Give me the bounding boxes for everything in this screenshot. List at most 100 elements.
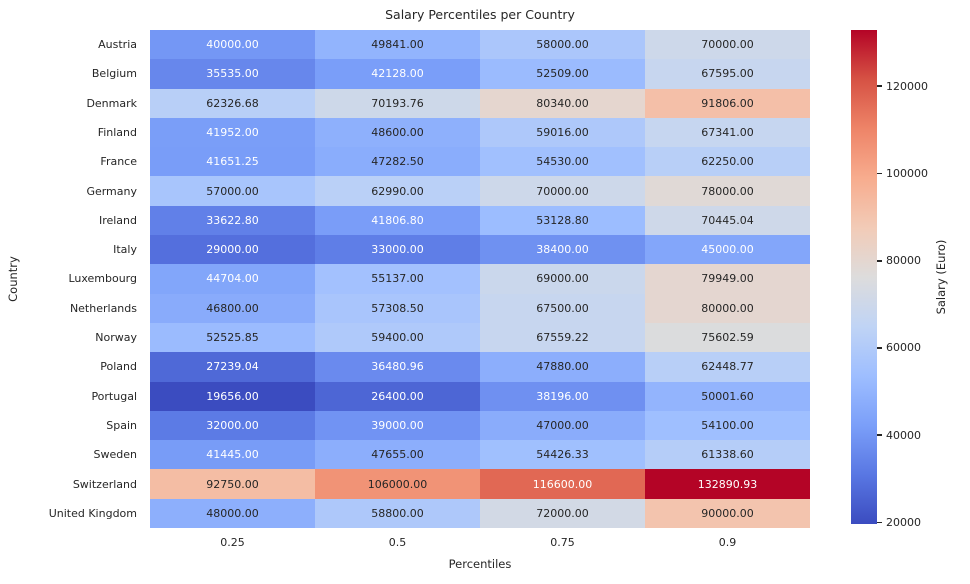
y-tick-labels: Austria Belgium Denmark Finland France German… <box>0 30 143 528</box>
y-tick-label: France <box>100 155 137 169</box>
y-tick-label: Netherlands <box>69 301 137 315</box>
heatmap-cell: 47000.00 <box>480 410 645 441</box>
heatmap-cell: 29000.00 <box>150 235 315 265</box>
chart-title: Salary Percentiles per Country <box>385 7 575 22</box>
heatmap-cell: 42128.00 <box>315 59 480 89</box>
heatmap-cell: 67341.00 <box>645 117 810 148</box>
heatmap-cell: 48600.00 <box>315 117 480 148</box>
x-tick-label: 0.5 <box>388 536 407 549</box>
heatmap-cell: 27239.04 <box>150 352 315 382</box>
heatmap-cell: 106000.00 <box>315 469 480 499</box>
heatmap-cell: 38196.00 <box>480 381 645 411</box>
colorbar-tick-mark <box>877 434 882 437</box>
colorbar-tick-label: 120000 <box>886 79 928 93</box>
colorbar-label: Salary (Euro) <box>934 239 948 315</box>
heatmap-cell: 44704.00 <box>150 264 315 294</box>
colorbar-tick-mark <box>877 172 882 175</box>
x-tick-label: 0.9 <box>718 536 737 549</box>
heatmap: 40000.00 49841.00 58000.00 70000.00 35535.00… <box>150 30 810 528</box>
heatmap-cell: 41806.80 <box>315 205 480 236</box>
x-tick-label: 0.75 <box>550 536 575 549</box>
heatmap-cell: 62326.68 <box>150 88 315 118</box>
heatmap-cell: 53128.80 <box>480 205 645 236</box>
heatmap-cell: 41445.00 <box>150 440 315 470</box>
y-tick-label: United Kingdom <box>48 506 137 520</box>
colorbar-tick-mark <box>877 85 882 88</box>
heatmap-cell: 67500.00 <box>480 293 645 323</box>
heatmap-cell: 33622.80 <box>150 205 315 236</box>
heatmap-cell: 91806.00 <box>645 88 810 118</box>
y-tick-label: Austria <box>98 38 137 52</box>
heatmap-cell: 57308.50 <box>315 293 480 323</box>
colorbar-tick-mark <box>877 259 882 262</box>
heatmap-cell: 67559.22 <box>480 322 645 353</box>
heatmap-cell: 46800.00 <box>150 293 315 323</box>
heatmap-cell: 70445.04 <box>645 205 810 236</box>
colorbar-tick-label: 60000 <box>886 341 921 355</box>
heatmap-cell: 70193.76 <box>315 88 480 118</box>
heatmap-cell: 36480.96 <box>315 352 480 382</box>
heatmap-cell: 39000.00 <box>315 410 480 441</box>
heatmap-cell: 80340.00 <box>480 88 645 118</box>
heatmap-cell: 54100.00 <box>645 410 810 441</box>
heatmap-cell: 70000.00 <box>645 30 810 60</box>
heatmap-cell: 72000.00 <box>480 498 645 528</box>
y-tick-label: Belgium <box>91 67 137 81</box>
colorbar-tick-label: 40000 <box>886 428 921 442</box>
colorbar-tick-mark <box>877 347 882 349</box>
heatmap-cell: 47655.00 <box>315 440 480 470</box>
heatmap-cell: 92750.00 <box>150 469 315 499</box>
x-tick-label: 0.25 <box>220 536 245 549</box>
heatmap-cell: 58800.00 <box>315 498 480 528</box>
heatmap-cell: 33000.00 <box>315 235 480 265</box>
heatmap-cell: 47880.00 <box>480 352 645 382</box>
heatmap-cell: 67595.00 <box>645 59 810 89</box>
heatmap-cell: 41651.25 <box>150 147 315 177</box>
heatmap-cell: 48000.00 <box>150 498 315 528</box>
heatmap-cell: 80000.00 <box>645 293 810 323</box>
heatmap-cell: 90000.00 <box>645 498 810 528</box>
y-tick-label: Germany <box>86 184 137 198</box>
heatmap-cell: 47282.50 <box>315 147 480 177</box>
colorbar <box>851 30 877 524</box>
heatmap-cell: 78000.00 <box>645 176 810 206</box>
heatmap-cell: 59400.00 <box>315 322 480 353</box>
heatmap-cell: 61338.60 <box>645 440 810 470</box>
heatmap-cell: 59016.00 <box>480 117 645 148</box>
heatmap-cell: 35535.00 <box>150 59 315 89</box>
x-axis-label: Percentiles <box>448 557 512 571</box>
heatmap-cell: 50001.60 <box>645 381 810 411</box>
y-tick-label: Poland <box>100 360 137 374</box>
heatmap-cell: 26400.00 <box>315 381 480 411</box>
heatmap-cell: 58000.00 <box>480 30 645 60</box>
x-tick-labels: 0.25 0.5 0.75 0.9 <box>150 536 810 551</box>
y-tick-label: Luxembourg <box>68 272 137 286</box>
heatmap-cell: 41952.00 <box>150 117 315 148</box>
heatmap-cell: 116600.00 <box>480 469 645 499</box>
y-tick-label: Spain <box>106 418 137 432</box>
y-tick-label: Denmark <box>86 96 137 110</box>
heatmap-cell: 55137.00 <box>315 264 480 294</box>
heatmap-cell: 19656.00 <box>150 381 315 411</box>
heatmap-cell: 45000.00 <box>645 235 810 265</box>
y-tick-label: Portugal <box>91 389 137 403</box>
heatmap-cell: 49841.00 <box>315 30 480 60</box>
colorbar-tick-label: 80000 <box>886 254 921 268</box>
y-tick-label: Italy <box>113 243 137 257</box>
heatmap-cell: 75602.59 <box>645 322 810 353</box>
colorbar-tick-label: 20000 <box>886 515 921 529</box>
heatmap-cell: 38400.00 <box>480 235 645 265</box>
heatmap-cell: 32000.00 <box>150 410 315 441</box>
heatmap-cell: 52525.85 <box>150 322 315 353</box>
heatmap-cell: 79949.00 <box>645 264 810 294</box>
heatmap-cell: 54426.33 <box>480 440 645 470</box>
y-tick-label: Switzerland <box>72 477 137 491</box>
heatmap-cell: 57000.00 <box>150 176 315 206</box>
heatmap-cell: 54530.00 <box>480 147 645 177</box>
colorbar-tick-mark <box>877 521 882 524</box>
colorbar-tick-label: 100000 <box>886 166 928 180</box>
y-tick-label: Ireland <box>98 213 137 227</box>
y-tick-label: Finland <box>97 126 137 140</box>
heatmap-cell: 132890.93 <box>645 469 810 499</box>
